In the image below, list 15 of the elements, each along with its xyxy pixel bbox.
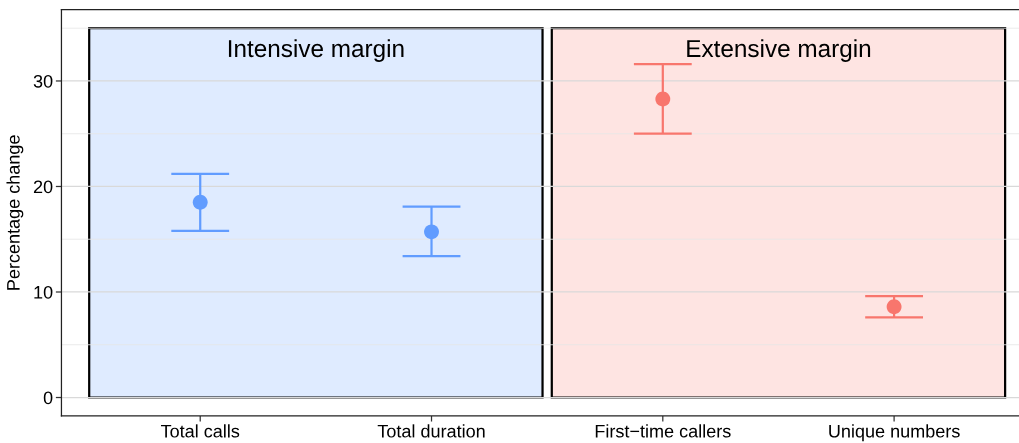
y-tick-label: 0 (43, 391, 53, 405)
point (424, 224, 439, 240)
point (655, 91, 671, 107)
y-tick-label: 20 (33, 180, 53, 194)
y-tick-label: 30 (33, 74, 53, 88)
x-tick-label: Total duration (377, 424, 485, 438)
point (192, 194, 208, 210)
x-tick-label: Total calls (161, 424, 240, 438)
x-tick-label: First−time callers (595, 424, 731, 438)
point (886, 299, 902, 315)
y-tick-label: 10 (34, 285, 53, 299)
x-tick-label: Unique numbers (829, 424, 960, 442)
band-label: Extensive margin (687, 39, 871, 62)
band-label: Intensive margin (228, 39, 404, 62)
y-axis-title: Percentage change (6, 135, 24, 290)
